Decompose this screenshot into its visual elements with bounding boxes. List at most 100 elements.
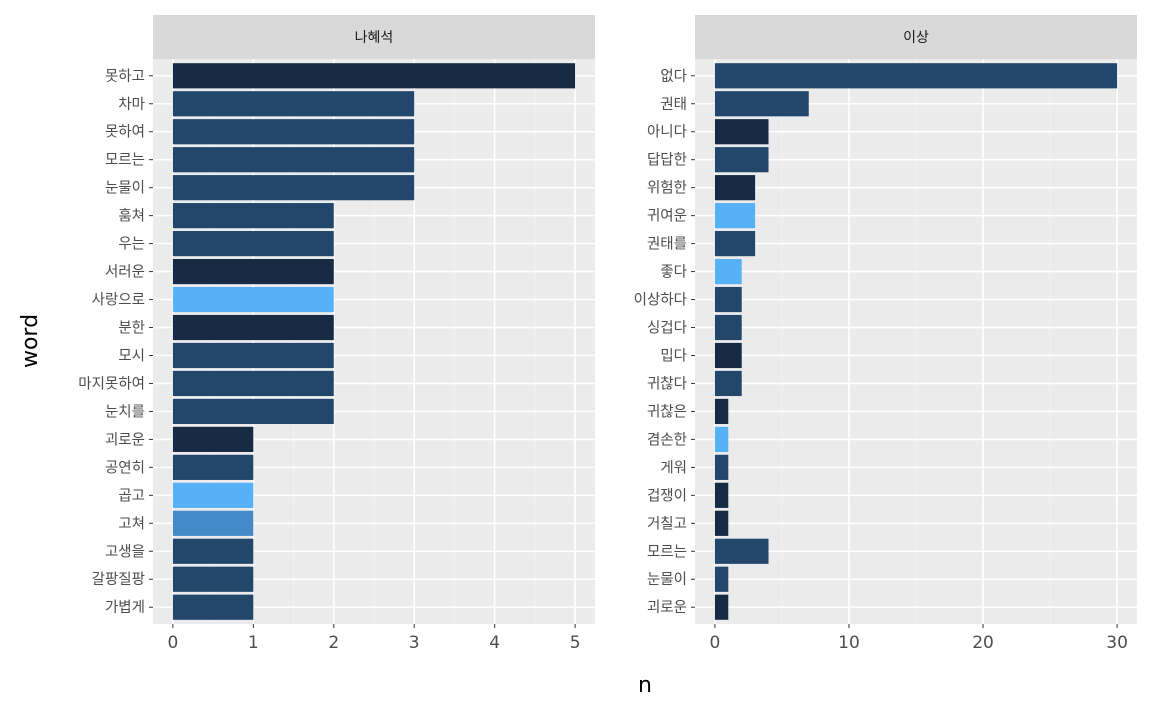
y-tick-label: 싱겁다 [647,320,687,337]
y-tick-label: 귀여운 [647,208,687,225]
y-tick-label: 밉다 [660,347,687,364]
y-axis-title: word [18,314,43,368]
bar-15 [172,454,254,480]
y-tick-label: 겁쟁이 [647,487,687,504]
bar-3 [172,119,415,145]
bar-6 [714,203,756,229]
bar-16 [172,482,254,508]
facet-panel-2: 이상없다권태아니다답답한위험한귀여운권태를좋다이상하다싱겁다밉다귀찮다귀찮은겸손… [634,15,1137,653]
y-tick-label: 고생을 [105,543,145,560]
x-tick-label: 30 [1106,633,1128,653]
bar-11 [172,342,334,369]
y-tick-label: 귀찮은 [647,403,687,420]
x-tick-label: 0 [167,633,178,653]
bar-13 [714,398,729,425]
y-tick-label: 권태 [660,96,687,113]
y-tick-label: 거칠고 [647,515,687,532]
y-tick-label: 모르는 [647,543,687,560]
y-tick-label: 못하여 [105,124,145,141]
x-tick-label: 4 [489,633,500,653]
bar-12 [714,370,742,397]
bar-18 [714,538,769,564]
bar-7 [714,231,756,257]
bar-8 [714,258,742,285]
y-tick-label: 분한 [118,320,145,337]
y-tick-label: 곱고 [118,488,145,504]
bar-11 [714,342,742,369]
bar-9 [172,286,334,313]
x-tick-label: 0 [709,633,720,653]
bar-8 [172,258,334,285]
x-tick-label: 5 [570,633,581,653]
x-tick-label: 3 [409,633,420,653]
y-tick-label: 권태를 [647,236,687,253]
y-tick-label: 우는 [118,236,145,253]
bar-14 [172,426,254,452]
y-tick-label: 눈물이 [647,571,687,588]
y-tick-label: 차마 [118,96,145,113]
y-tick-label: 공연히 [105,459,145,476]
bar-18 [172,538,254,564]
facet-title: 나혜석 [355,30,394,46]
y-tick-label: 아니다 [647,124,687,141]
y-tick-label: 서러운 [105,264,145,281]
x-tick-label: 20 [972,633,994,653]
y-tick-label: 훔쳐 [118,208,145,225]
y-tick-label: 좋다 [660,264,687,281]
bar-17 [172,510,254,536]
bar-6 [172,203,334,229]
bar-15 [714,454,729,480]
bar-13 [172,398,334,425]
y-tick-label: 괴로운 [105,431,145,448]
bar-2 [172,91,415,117]
y-tick-label: 눈물이 [105,180,145,197]
y-tick-label: 못하고 [105,68,145,85]
y-tick-label: 겸손한 [647,431,687,448]
bar-2 [714,91,809,117]
y-tick-label: 게워 [660,459,687,476]
x-tick-label: 1 [248,633,259,653]
y-tick-label: 갈팡질팡 [92,571,145,588]
bar-9 [714,286,742,313]
y-tick-label: 모시 [118,348,145,364]
bar-7 [172,231,334,257]
bar-16 [714,482,729,508]
y-tick-label: 모르는 [105,152,145,169]
y-tick-label: 눈치를 [105,403,145,420]
x-tick-label: 2 [328,633,339,653]
bar-14 [714,426,729,452]
bar-19 [172,566,254,592]
bar-1 [714,63,1118,89]
y-tick-label: 고쳐 [118,515,145,532]
bar-3 [714,119,769,145]
bar-1 [172,63,576,89]
bar-19 [714,566,729,592]
bar-5 [714,175,756,201]
bar-10 [172,314,334,341]
facet-title: 이상 [903,30,929,46]
facet-strip [153,15,595,59]
y-tick-label: 가볍게 [105,599,145,616]
x-axis-title: n [638,673,652,698]
bar-12 [172,370,334,397]
facet-panel-1: 나혜석못하고차마못하여모르는눈물이훔쳐우는서러운사랑으로분한모시마지못하여눈치를… [78,15,595,653]
y-tick-label: 마지못하여 [78,375,145,392]
bar-20 [172,594,254,620]
bar-4 [714,147,769,173]
bar-10 [714,314,742,341]
y-tick-label: 이상하다 [634,292,687,309]
y-tick-label: 괴로운 [647,599,687,616]
facet-strip [695,15,1137,59]
bar-5 [172,175,415,201]
bar-4 [172,147,415,173]
y-tick-label: 답답한 [647,152,687,169]
y-tick-label: 위험한 [647,180,687,197]
bar-17 [714,510,729,536]
y-tick-label: 없다 [660,68,687,85]
y-tick-label: 귀찮다 [647,375,687,392]
bar-20 [714,594,729,620]
y-tick-label: 사랑으로 [92,292,145,309]
x-tick-label: 10 [838,633,860,653]
